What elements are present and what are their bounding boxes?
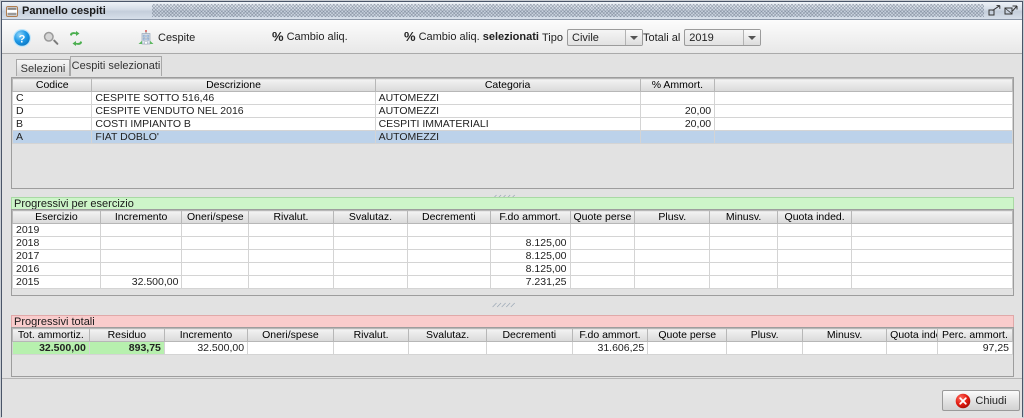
svg-text:?: ? xyxy=(19,33,26,45)
